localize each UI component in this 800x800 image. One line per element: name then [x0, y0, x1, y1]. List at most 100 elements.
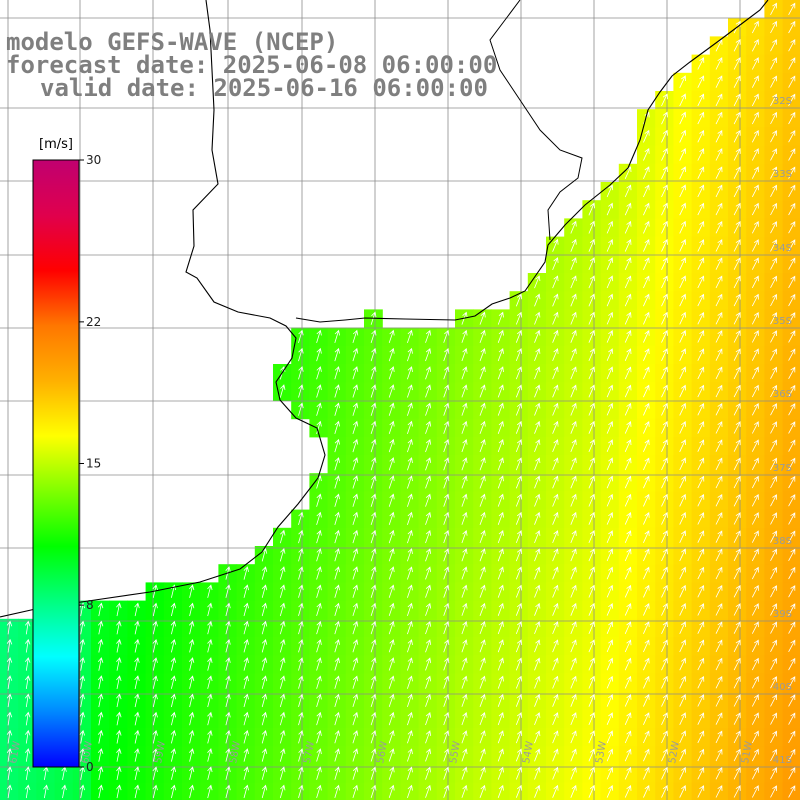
wind-arrow [624, 748, 632, 762]
wind-arrow [298, 693, 304, 708]
field-cell [728, 72, 747, 92]
wind-arrow [443, 602, 450, 616]
wind-arrow [534, 530, 541, 544]
wind-arrow [515, 457, 523, 471]
wind-arrow [788, 93, 796, 106]
wind-arrow [751, 785, 759, 798]
wind-arrow [552, 639, 559, 653]
wind-arrow [606, 293, 614, 307]
wind-arrow [207, 584, 213, 598]
wind-arrow [515, 366, 523, 380]
wind-arrow [679, 439, 686, 452]
wind-arrow [6, 784, 13, 799]
wind-arrow [751, 348, 759, 361]
wind-arrow [207, 602, 213, 617]
wind-arrow [570, 402, 577, 416]
wind-arrow [515, 475, 523, 489]
colorbar-tick-label: 15 [86, 457, 101, 471]
field-cell [709, 345, 729, 365]
wind-arrow [152, 711, 158, 726]
wind-arrow [479, 493, 486, 507]
wind-arrow [751, 694, 759, 707]
wind-arrow [679, 748, 686, 762]
wind-arrow [751, 766, 759, 780]
wind-arrow [697, 548, 705, 562]
wind-arrow [388, 693, 395, 708]
wind-arrow [643, 603, 650, 616]
wind-arrow [97, 675, 104, 689]
wind-arrow [588, 275, 595, 289]
wind-arrow [189, 638, 195, 653]
field-cell [709, 728, 729, 747]
wind-arrow [552, 348, 559, 362]
wind-arrow [788, 439, 796, 452]
wind-arrow [643, 402, 650, 416]
wind-arrow [624, 366, 632, 380]
longitude-label: 51W [740, 740, 755, 764]
field-cell [764, 382, 784, 401]
wind-arrow [207, 675, 213, 689]
field-cell [746, 236, 765, 256]
field-cell [746, 36, 765, 56]
wind-arrow [624, 675, 632, 689]
wind-arrow [733, 239, 741, 252]
wind-arrow [243, 657, 249, 671]
wind-arrow [733, 657, 741, 671]
wind-arrow [751, 402, 759, 416]
wind-arrow [443, 712, 450, 726]
wind-arrow [679, 402, 686, 416]
field-cell [691, 746, 711, 765]
wind-arrow [751, 712, 759, 725]
wind-arrow [715, 766, 723, 780]
wind-arrow [352, 420, 359, 435]
wind-arrow [588, 657, 595, 671]
wind-arrow [643, 439, 650, 452]
wind-arrow [461, 329, 468, 343]
wind-arrow [751, 657, 759, 671]
wind-arrow [479, 675, 486, 689]
wind-arrow [606, 239, 614, 252]
wind-arrow [425, 530, 432, 544]
wind-arrow [643, 366, 650, 380]
wind-arrow [461, 675, 468, 689]
wind-arrow [479, 566, 486, 580]
wind-arrow [733, 785, 741, 798]
longitude-label: 54W [521, 740, 536, 764]
wind-arrow [261, 693, 268, 708]
wind-arrow [624, 639, 632, 653]
wind-arrow [570, 275, 577, 289]
wind-arrow [298, 620, 304, 635]
wind-arrow [152, 693, 158, 708]
wind-arrow [407, 711, 413, 726]
wind-arrow [515, 402, 523, 416]
wind-arrow [588, 293, 595, 307]
field-cell [691, 527, 711, 547]
wind-arrow [733, 202, 741, 216]
wind-arrow [97, 766, 104, 780]
wind-arrow [116, 620, 122, 635]
wind-arrow [552, 257, 559, 271]
wind-arrow [189, 748, 195, 762]
wind-arrow [588, 621, 595, 635]
wind-arrow [334, 366, 340, 380]
wind-arrow [207, 638, 213, 653]
wind-arrow [243, 584, 249, 598]
wind-arrow [624, 293, 632, 307]
field-cell [691, 273, 711, 292]
wind-arrow [207, 766, 213, 780]
wind-arrow [370, 766, 377, 780]
wind-arrow [79, 729, 85, 744]
wind-arrow [733, 421, 741, 434]
wind-arrow [352, 730, 359, 744]
field-cell [746, 345, 765, 365]
wind-arrow [697, 330, 705, 343]
wind-arrow [570, 748, 577, 762]
wind-arrow [443, 511, 450, 525]
wind-arrow [552, 238, 559, 252]
field-cell [746, 18, 765, 37]
field-cell [709, 36, 729, 56]
wind-arrow [570, 420, 577, 434]
wind-arrow [733, 148, 741, 161]
wind-arrow [679, 93, 686, 107]
wind-arrow [697, 475, 705, 489]
